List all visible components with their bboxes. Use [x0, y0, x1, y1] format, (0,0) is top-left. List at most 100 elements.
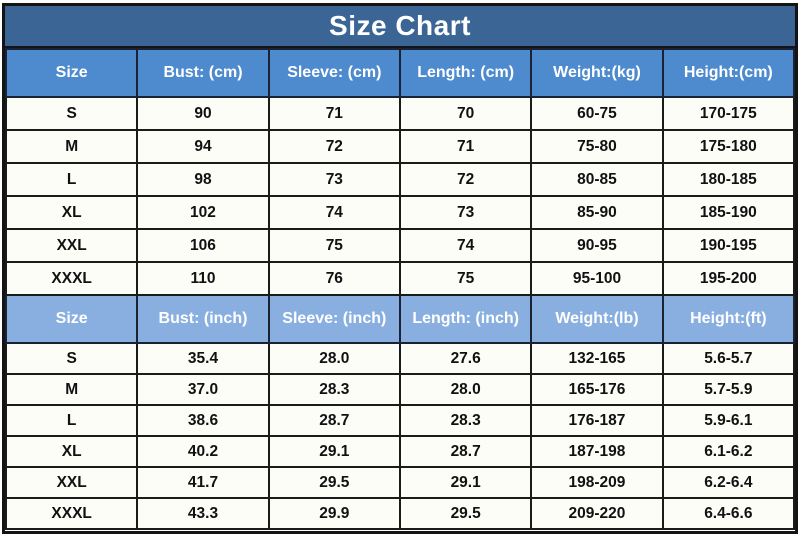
- value-cell: 43.3: [136, 497, 270, 530]
- value-cell: 5.9-6.1: [661, 404, 796, 437]
- value-cell: 70: [398, 96, 533, 131]
- size-cell: M: [4, 373, 139, 406]
- size-chart-sheet: Size Chart Size Bust: (cm) Sleeve: (cm) Len…: [2, 3, 798, 534]
- value-cell: 75: [267, 228, 401, 263]
- value-cell: 90: [136, 96, 270, 131]
- table-row: XXL 41.7 29.5 29.1 198-209 6.2-6.4: [4, 466, 796, 499]
- value-cell: 28.0: [267, 342, 401, 375]
- value-cell: 85-90: [530, 195, 664, 230]
- value-cell: 29.9: [267, 497, 401, 530]
- table-row: XXXL 110 76 75 95-100 195-200: [4, 261, 796, 296]
- value-cell: 102: [136, 195, 270, 230]
- value-cell: 132-165: [530, 342, 664, 375]
- value-cell: 73: [267, 162, 401, 197]
- header-row-imperial: Size Bust: (inch) Sleeve: (inch) Length: (i…: [4, 294, 796, 344]
- value-cell: 37.0: [136, 373, 270, 406]
- value-cell: 60-75: [530, 96, 664, 131]
- value-cell: 71: [398, 129, 533, 164]
- column-header: Sleeve: (cm): [267, 48, 401, 98]
- value-cell: 6.4-6.6: [661, 497, 796, 530]
- value-cell: 40.2: [136, 435, 270, 468]
- column-header: Sleeve: (inch): [267, 294, 401, 344]
- value-cell: 98: [136, 162, 270, 197]
- size-cell: S: [4, 96, 139, 131]
- value-cell: 74: [398, 228, 533, 263]
- size-cell: L: [4, 404, 139, 437]
- value-cell: 110: [136, 261, 270, 296]
- value-cell: 28.3: [267, 373, 401, 406]
- value-cell: 28.7: [267, 404, 401, 437]
- header-row-metric: Size Bust: (cm) Sleeve: (cm) Length: (cm) We…: [4, 48, 796, 98]
- value-cell: 90-95: [530, 228, 664, 263]
- table-row: L 38.6 28.7 28.3 176-187 5.9-6.1: [4, 404, 796, 437]
- value-cell: 106: [136, 228, 270, 263]
- value-cell: 38.6: [136, 404, 270, 437]
- column-header: Weight:(lb): [530, 294, 664, 344]
- column-header: Bust: (cm): [136, 48, 270, 98]
- size-cell: XXL: [4, 466, 139, 499]
- value-cell: 175-180: [661, 129, 796, 164]
- value-cell: 75-80: [530, 129, 664, 164]
- size-cell: XXXL: [4, 497, 139, 530]
- value-cell: 28.0: [398, 373, 533, 406]
- value-cell: 27.6: [398, 342, 533, 375]
- column-header: Bust: (inch): [136, 294, 270, 344]
- value-cell: 180-185: [661, 162, 796, 197]
- column-header: Height:(ft): [661, 294, 796, 344]
- size-table: Size Bust: (cm) Sleeve: (cm) Length: (cm) We…: [4, 48, 796, 530]
- value-cell: 165-176: [530, 373, 664, 406]
- value-cell: 28.7: [398, 435, 533, 468]
- value-cell: 29.1: [398, 466, 533, 499]
- value-cell: 75: [398, 261, 533, 296]
- value-cell: 94: [136, 129, 270, 164]
- value-cell: 76: [267, 261, 401, 296]
- value-cell: 5.6-5.7: [661, 342, 796, 375]
- chart-title: Size Chart: [5, 6, 795, 48]
- value-cell: 73: [398, 195, 533, 230]
- value-cell: 6.2-6.4: [661, 466, 796, 499]
- value-cell: 5.7-5.9: [661, 373, 796, 406]
- table-row: L 98 73 72 80-85 180-185: [4, 162, 796, 197]
- size-cell: XXXL: [4, 261, 139, 296]
- table-row: S 35.4 28.0 27.6 132-165 5.6-5.7: [4, 342, 796, 375]
- value-cell: 29.1: [267, 435, 401, 468]
- value-cell: 71: [267, 96, 401, 131]
- value-cell: 80-85: [530, 162, 664, 197]
- table-row: XXXL 43.3 29.9 29.5 209-220 6.4-6.6: [4, 497, 796, 530]
- value-cell: 190-195: [661, 228, 796, 263]
- table-row: M 37.0 28.3 28.0 165-176 5.7-5.9: [4, 373, 796, 406]
- value-cell: 198-209: [530, 466, 664, 499]
- value-cell: 187-198: [530, 435, 664, 468]
- value-cell: 176-187: [530, 404, 664, 437]
- column-header: Height:(cm): [661, 48, 796, 98]
- value-cell: 72: [398, 162, 533, 197]
- size-cell: S: [4, 342, 139, 375]
- value-cell: 185-190: [661, 195, 796, 230]
- value-cell: 28.3: [398, 404, 533, 437]
- table-row: S 90 71 70 60-75 170-175: [4, 96, 796, 131]
- table-row: XXL 106 75 74 90-95 190-195: [4, 228, 796, 263]
- value-cell: 195-200: [661, 261, 796, 296]
- column-header: Weight:(kg): [530, 48, 664, 98]
- size-cell: XXL: [4, 228, 139, 263]
- column-header: Length: (inch): [398, 294, 533, 344]
- value-cell: 74: [267, 195, 401, 230]
- size-cell: XL: [4, 435, 139, 468]
- value-cell: 29.5: [267, 466, 401, 499]
- value-cell: 35.4: [136, 342, 270, 375]
- value-cell: 170-175: [661, 96, 796, 131]
- size-cell: M: [4, 129, 139, 164]
- table-row: M 94 72 71 75-80 175-180: [4, 129, 796, 164]
- value-cell: 6.1-6.2: [661, 435, 796, 468]
- table-row: XL 40.2 29.1 28.7 187-198 6.1-6.2: [4, 435, 796, 468]
- column-header: Length: (cm): [398, 48, 533, 98]
- column-header: Size: [4, 48, 139, 98]
- value-cell: 41.7: [136, 466, 270, 499]
- size-table-body: Size Bust: (cm) Sleeve: (cm) Length: (cm) We…: [4, 48, 796, 530]
- value-cell: 29.5: [398, 497, 533, 530]
- size-cell: L: [4, 162, 139, 197]
- value-cell: 72: [267, 129, 401, 164]
- column-header: Size: [4, 294, 139, 344]
- table-row: XL 102 74 73 85-90 185-190: [4, 195, 796, 230]
- value-cell: 95-100: [530, 261, 664, 296]
